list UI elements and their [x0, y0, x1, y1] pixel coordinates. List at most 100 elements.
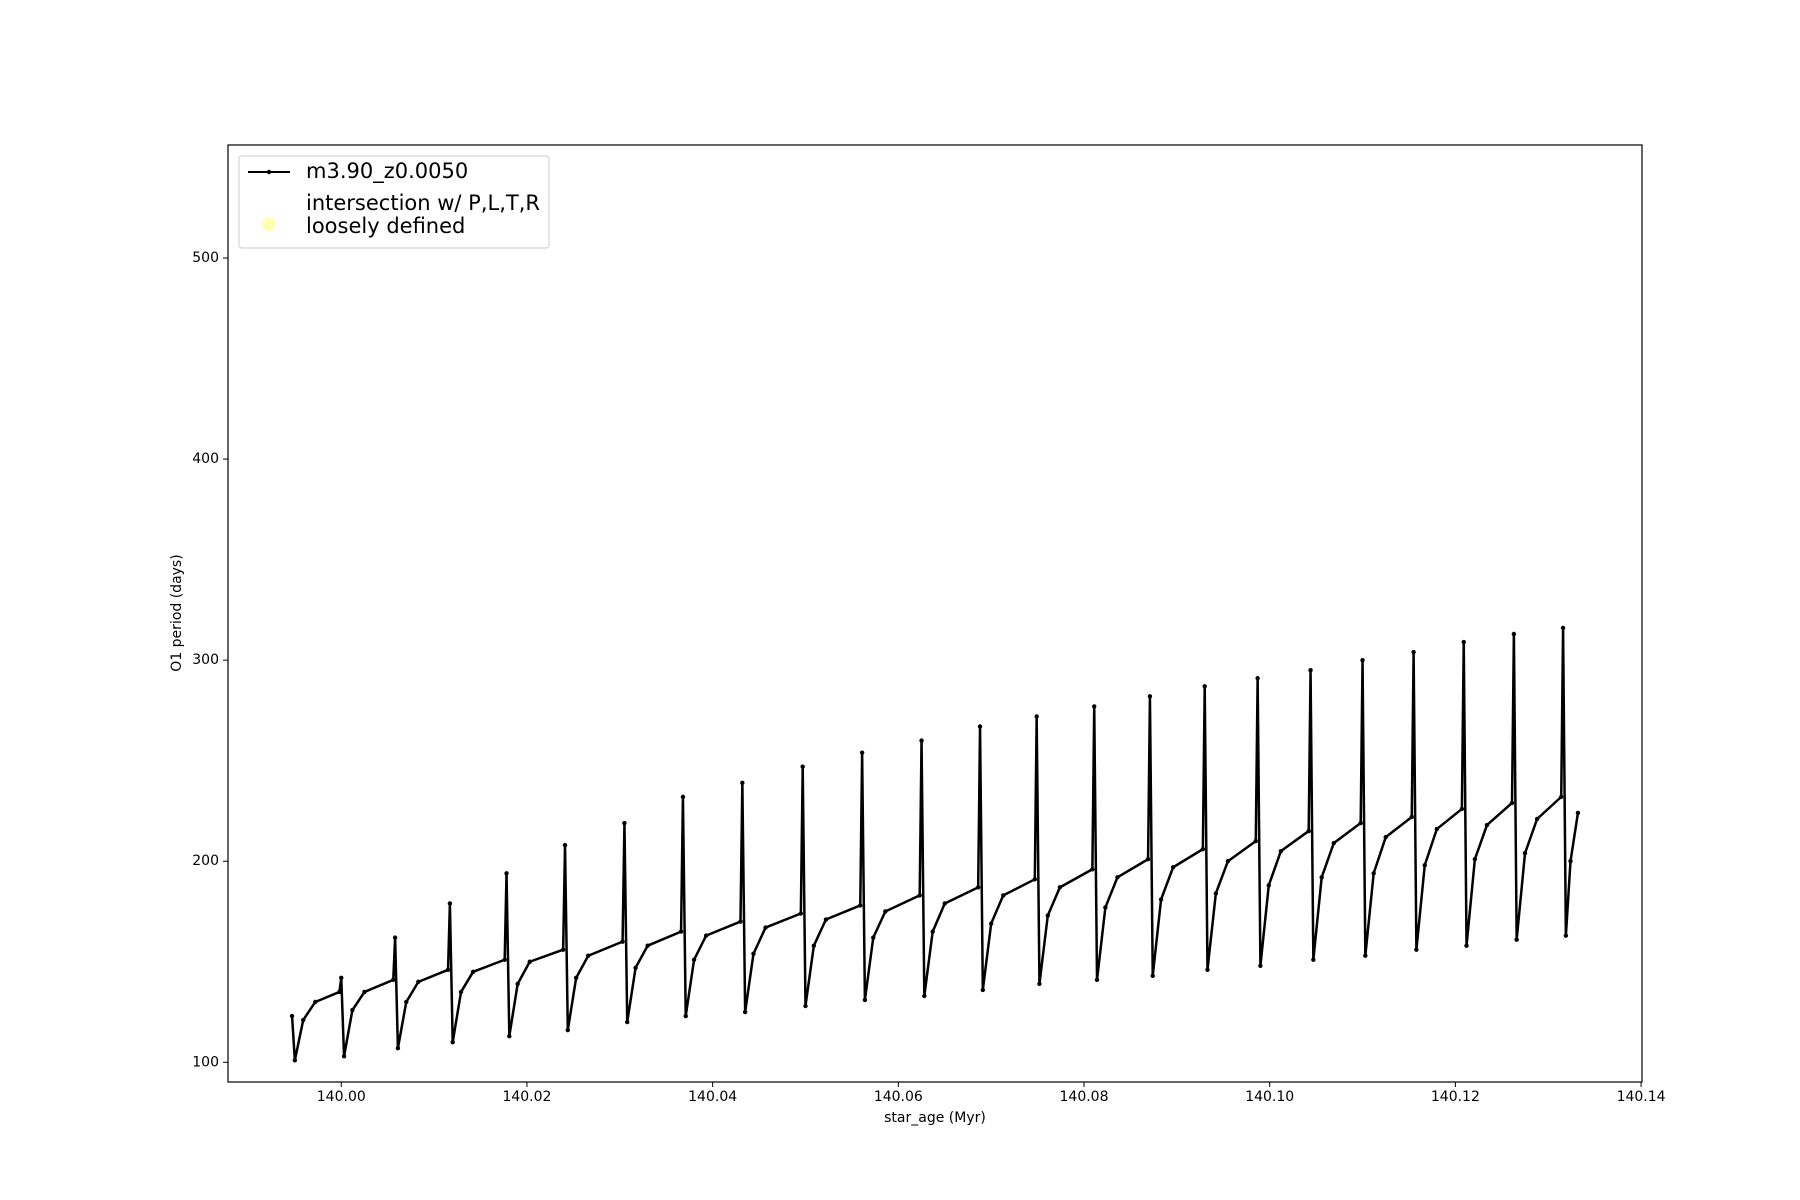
y-tick-label: 200 — [192, 853, 219, 869]
data-point — [1484, 822, 1490, 828]
y-tick-label: 400 — [192, 451, 219, 467]
data-point — [1434, 826, 1440, 832]
data-point — [1331, 840, 1336, 846]
data-point — [392, 935, 398, 940]
data-point — [470, 969, 476, 975]
data-point — [1308, 668, 1313, 673]
data-point — [977, 724, 983, 729]
data-point — [930, 929, 935, 934]
data-point — [1258, 963, 1263, 968]
x-tick-label: 140.08 — [1060, 1089, 1109, 1105]
data-point — [1057, 885, 1063, 890]
data-point — [922, 993, 927, 999]
data-point — [1514, 937, 1519, 942]
data-point — [823, 917, 829, 922]
data-point — [1311, 957, 1316, 962]
data-point — [562, 842, 568, 848]
x-tick-label: 140.12 — [1431, 1089, 1480, 1105]
data-point — [1225, 859, 1231, 864]
data-point — [988, 921, 994, 926]
data-point — [740, 780, 745, 786]
data-point — [1534, 816, 1540, 822]
x-tick-label: 140.06 — [874, 1089, 923, 1105]
data-point — [1266, 883, 1271, 888]
data-point — [1568, 859, 1573, 864]
data-point — [502, 957, 507, 962]
data-point — [1090, 867, 1095, 872]
data-point — [1001, 893, 1006, 898]
data-point — [1092, 704, 1097, 709]
data-point — [362, 989, 367, 995]
data-point — [1383, 834, 1388, 840]
data-point — [1306, 828, 1311, 834]
data-point — [859, 750, 865, 755]
x-tick-label: 140.10 — [1245, 1089, 1294, 1105]
legend: m3.90_z0.0050 intersection w/ P,L,T,R loos… — [238, 155, 550, 249]
data-point — [1358, 820, 1363, 826]
data-point — [1202, 684, 1207, 689]
x-tick-label: 140.00 — [317, 1089, 366, 1105]
data-point — [1158, 897, 1164, 902]
data-point — [645, 943, 650, 948]
data-point — [416, 979, 421, 985]
data-point — [1409, 814, 1414, 820]
data-point — [862, 997, 868, 1003]
data-point — [919, 738, 924, 743]
data-point — [1037, 981, 1042, 987]
data-point — [683, 1013, 688, 1019]
data-point — [313, 999, 318, 1005]
data-point — [917, 893, 922, 898]
data-point — [573, 975, 579, 981]
y-axis-label: O1 period (days) — [169, 554, 185, 671]
data-point — [560, 947, 566, 952]
data-point — [980, 987, 986, 993]
legend-marker — [262, 217, 276, 231]
data-point — [447, 901, 453, 906]
data-point — [1205, 967, 1210, 973]
data-point — [763, 925, 768, 930]
x-tick-label: 140.02 — [502, 1089, 551, 1105]
x-tick-label: 140.14 — [1617, 1089, 1666, 1105]
data-point — [1255, 676, 1260, 681]
data-point — [1422, 863, 1427, 868]
data-point — [625, 1019, 630, 1025]
data-point — [1150, 973, 1155, 979]
data-point — [337, 989, 342, 995]
data-point — [1411, 649, 1416, 655]
data-point — [1278, 848, 1284, 854]
data-point — [1464, 943, 1469, 948]
y-tick-label: 300 — [192, 652, 219, 668]
legend-label: m3.90_z0.0050 — [306, 159, 468, 184]
data-point — [1575, 810, 1581, 816]
data-point — [1032, 877, 1038, 882]
data-point — [450, 1039, 455, 1045]
y-tick-label: 500 — [192, 250, 219, 266]
data-point — [1253, 838, 1258, 844]
data-point — [565, 1027, 571, 1033]
data-point — [1147, 694, 1153, 699]
data-point — [1213, 891, 1219, 896]
data-point — [1034, 714, 1039, 719]
data-point — [703, 933, 709, 938]
y-tick-label: 100 — [192, 1054, 219, 1070]
data-point — [1371, 871, 1376, 876]
data-point — [1200, 846, 1206, 852]
data-point — [1094, 977, 1100, 983]
data-point — [458, 989, 464, 995]
data-point — [975, 885, 981, 890]
data-point — [341, 1054, 347, 1059]
data-point — [391, 977, 396, 983]
data-point — [1319, 875, 1324, 880]
data-point — [404, 999, 409, 1005]
data-point — [742, 1009, 748, 1015]
x-tick-label: 140.04 — [688, 1089, 737, 1105]
data-point — [504, 871, 509, 876]
data-point — [751, 951, 756, 956]
x-axis-label: star_age (Myr) — [884, 1110, 986, 1126]
data-point — [620, 939, 625, 944]
data-point — [1461, 639, 1466, 645]
data-point — [691, 957, 697, 962]
data-point — [678, 929, 684, 934]
data-point — [942, 901, 947, 906]
